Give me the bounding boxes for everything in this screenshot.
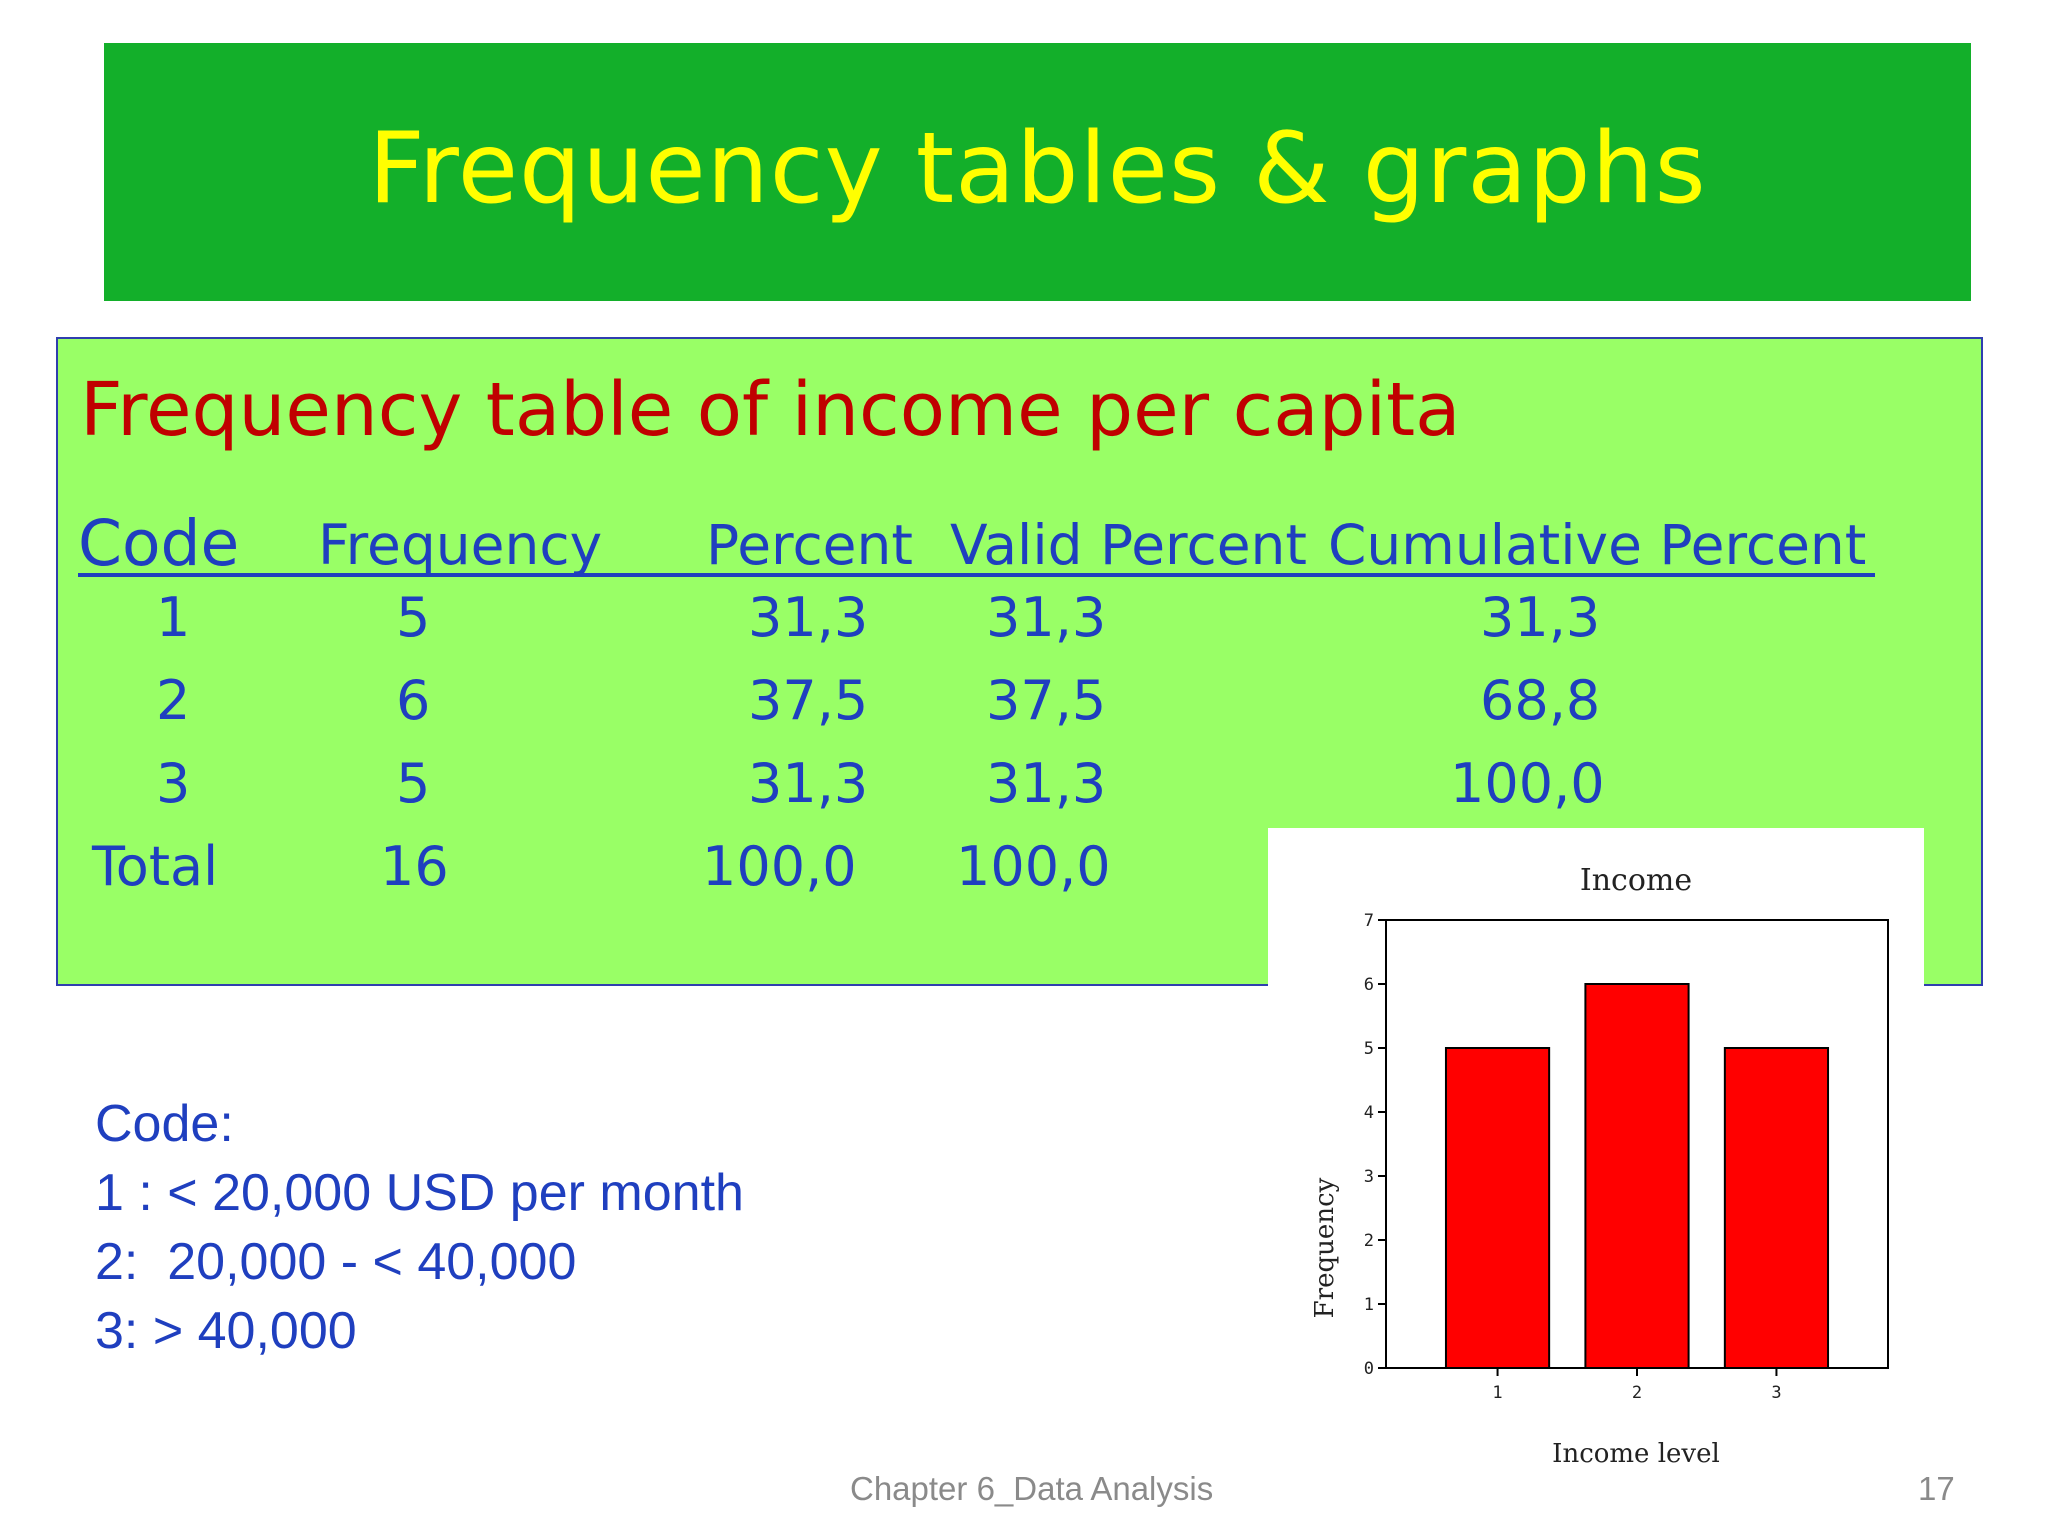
- slide-title: Frequency tables & graphs: [368, 112, 1707, 226]
- y-axis-label: Frequency: [1310, 1177, 1340, 1318]
- header-percent: Percent: [706, 513, 913, 577]
- cell-frequency: 5: [396, 586, 431, 649]
- y-tick-label: 0: [1364, 1359, 1374, 1379]
- y-tick-label: 5: [1364, 1039, 1374, 1059]
- code-legend-title: Code:: [95, 1095, 234, 1153]
- cell-code: 3: [156, 752, 191, 815]
- cell-frequency: 5: [396, 752, 431, 815]
- y-tick-label: 3: [1364, 1167, 1374, 1187]
- total-frequency: 16: [380, 835, 449, 898]
- slide-footer: Chapter 6_Data Analysis: [850, 1470, 1214, 1507]
- y-tick-label: 2: [1364, 1231, 1374, 1251]
- cell-percent: 37,5: [748, 669, 869, 732]
- cell-percent: 31,3: [748, 752, 869, 815]
- header-valid-percent: Valid Percent: [950, 513, 1307, 577]
- bar: [1444, 1047, 1551, 1369]
- x-tick-label: 2: [1632, 1383, 1642, 1403]
- y-tick-label: 4: [1364, 1103, 1374, 1123]
- header-code: Code: [78, 507, 240, 580]
- x-axis: 1 2 3: [1492, 1368, 1782, 1403]
- bar: [1584, 983, 1690, 1369]
- income-bar-chart: Income 0 1 2 3 4 5 6 7 1 2 3 Income level Frequen…: [1268, 828, 1924, 1469]
- cell-frequency: 6: [396, 669, 431, 732]
- y-axis: 0 1 2 3 4 5 6 7: [1364, 911, 1386, 1379]
- table-header-row: Code Frequency Percent Valid Percent Cum…: [78, 507, 1875, 580]
- total-valid-percent: 100,0: [956, 835, 1111, 898]
- code-legend: Code: 1 : < 20,000 USD per month 2: 20,0…: [95, 1090, 744, 1366]
- total-percent: 100,0: [702, 835, 857, 898]
- cell-code: 1: [156, 586, 191, 649]
- bars: [1444, 983, 1830, 1369]
- cell-valid-percent: 37,5: [986, 669, 1107, 732]
- cell-cumulative-percent: 100,0: [1450, 752, 1605, 815]
- code-legend-item: 3: > 40,000: [95, 1302, 357, 1360]
- x-tick-label: 3: [1771, 1383, 1781, 1403]
- y-tick-label: 6: [1364, 975, 1374, 995]
- slide-number: 17: [1918, 1470, 1955, 1507]
- cell-percent: 31,3: [748, 586, 869, 649]
- x-axis-label: Income level: [1552, 1439, 1720, 1468]
- y-tick-label: 1: [1364, 1295, 1374, 1315]
- chart-canvas: Income 0 1 2 3 4 5 6 7 1 2 3 Income level Frequen…: [1310, 863, 1889, 1469]
- cell-cumulative-percent: 31,3: [1480, 586, 1601, 649]
- frequency-table-panel: Frequency table of income per capita Cod…: [56, 337, 1983, 986]
- table-title: Frequency table of income per capita: [80, 367, 1461, 453]
- header-cumulative-percent: Cumulative Percent: [1328, 513, 1867, 577]
- chart-title: Income: [1580, 863, 1692, 898]
- bar: [1723, 1047, 1830, 1369]
- code-legend-item: 1 : < 20,000 USD per month: [95, 1164, 744, 1222]
- y-tick-label: 7: [1364, 911, 1374, 931]
- cell-code: 2: [156, 669, 191, 732]
- total-label: Total: [92, 835, 219, 898]
- cell-cumulative-percent: 68,8: [1480, 669, 1601, 732]
- header-frequency: Frequency: [318, 513, 603, 577]
- x-tick-label: 1: [1492, 1383, 1502, 1403]
- cell-valid-percent: 31,3: [986, 752, 1107, 815]
- title-banner: Frequency tables & graphs: [104, 43, 1971, 301]
- code-legend-item: 2: 20,000 - < 40,000: [95, 1233, 577, 1291]
- cell-valid-percent: 31,3: [986, 586, 1107, 649]
